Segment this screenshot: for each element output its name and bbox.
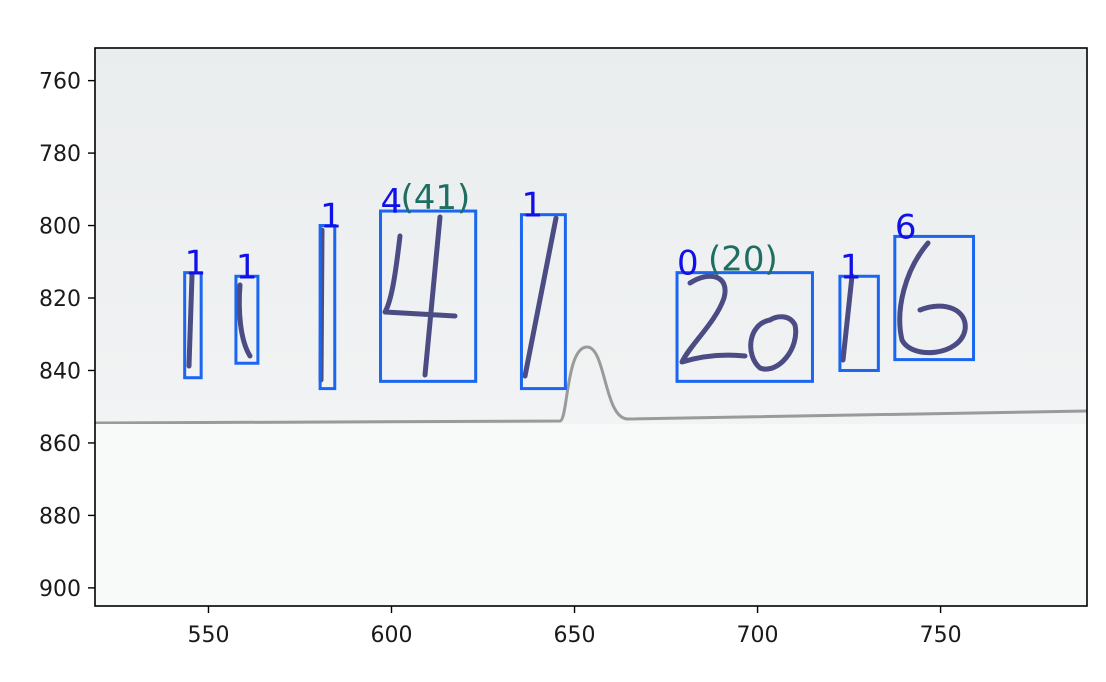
detection-labels: 1 11 4 10 16(41)(20) [185,178,917,287]
detection-label: 1 [185,244,207,284]
group-number-label: (20) [708,240,778,280]
digit-1-stroke [522,215,559,379]
y-tick-label: 860 [39,432,81,457]
paper-edge-line [95,345,1087,425]
digit-4-stroke [382,214,458,378]
detection-boxes [183,209,976,391]
image-plot-area: 1 11 4 10 16(41)(20) [95,48,1087,606]
detection-label: 4 [381,182,403,222]
x-tick-label: 600 [371,623,413,648]
detection-box [234,274,260,365]
detection-box [519,213,567,391]
detection-box [893,234,976,362]
x-tick-label: 700 [737,623,779,648]
detection-box [675,271,814,383]
digit-2-stroke [679,273,748,365]
detection-label: 1 [236,247,258,287]
digit-0-stroke [748,314,799,372]
y-tick-label: 780 [39,142,81,167]
digit-1-stroke [186,272,195,369]
y-tick-label: 760 [39,70,81,95]
y-tick-label: 840 [39,359,81,384]
detection-box [183,271,203,380]
x-tick-label: 550 [187,623,229,648]
y-tick-label: 900 [39,577,81,602]
detection-label: 1 [320,197,342,237]
digit-1-stroke [236,282,253,359]
x-axis: 550 600 650 700 750 [187,606,962,648]
detection-box [838,274,880,372]
y-tick-label: 820 [39,287,81,312]
detection-box [379,209,478,383]
detection-box [318,224,337,391]
x-tick-label: 650 [554,623,596,648]
detection-label: 6 [895,207,917,247]
detection-label: 1 [521,186,543,226]
y-tick-label: 800 [39,215,81,240]
x-tick-label: 750 [920,623,962,648]
group-number-label: (41) [401,178,471,218]
detection-label: 1 [840,247,862,287]
detection-label: 0 [677,244,699,284]
y-tick-label: 880 [39,504,81,529]
digit-6-stroke [897,240,968,356]
axes-frame [94,47,1088,607]
y-axis: 760 780 800 820 840 860 880 900 [39,70,95,602]
lower-paper-region [95,424,1087,606]
digit-1-stroke [840,273,855,363]
